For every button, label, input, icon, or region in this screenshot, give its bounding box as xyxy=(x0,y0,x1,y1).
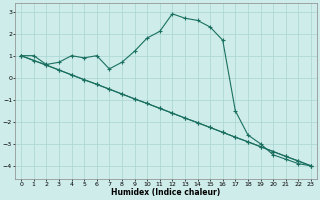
X-axis label: Humidex (Indice chaleur): Humidex (Indice chaleur) xyxy=(111,188,220,197)
